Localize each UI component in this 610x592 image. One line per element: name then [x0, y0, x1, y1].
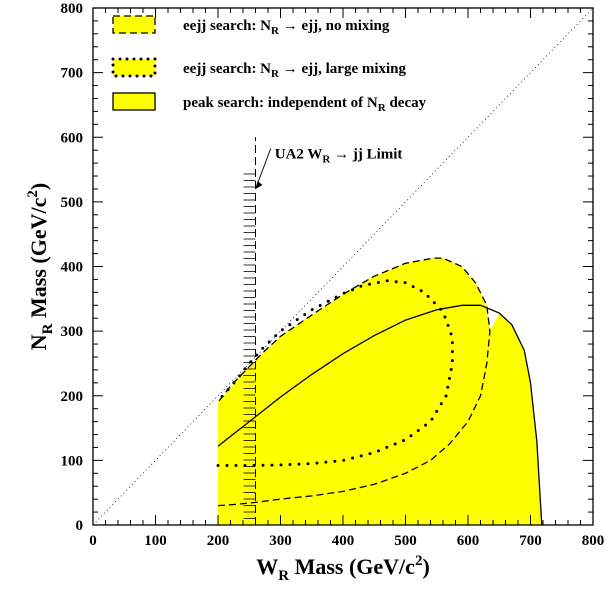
series-line-3 — [217, 304, 543, 526]
x-tick-label: 300 — [269, 533, 292, 549]
x-tick-label: 0 — [89, 533, 97, 549]
y-axis-title: NR Mass (GeV/c2) — [25, 183, 56, 350]
y-tick-label: 100 — [61, 453, 84, 469]
legend-label-1: eejj search: NR → ejj, no mixing — [183, 18, 390, 37]
annotation-arrowhead — [255, 180, 263, 189]
x-tick-label: 700 — [519, 533, 542, 549]
y-tick-label: 800 — [61, 1, 84, 17]
y-tick-label: 300 — [61, 324, 84, 340]
y-tick-label: 200 — [61, 389, 84, 405]
legend-item-3: peak search: independent of NR decay — [112, 92, 427, 114]
axes: 0 100 200 300 400 500 600 700 800 0 100 200 300 400 50… — [25, 1, 604, 584]
y-tick-label: 400 — [61, 260, 84, 276]
y-tick-label: 600 — [61, 130, 84, 146]
annotation: UA2 WR → jj Limit — [255, 146, 403, 190]
legend-swatch-3 — [112, 92, 156, 111]
legend-swatch-1 — [112, 15, 156, 34]
legend-label-3: peak search: independent of NR decay — [183, 95, 427, 114]
legend-item-2: eejj search: NR → ejj, large mixing — [111, 57, 407, 80]
x-axis-title: WR Mass (GeV/c2) — [256, 553, 430, 584]
y-tick-label: 0 — [76, 518, 84, 534]
x-tick-label: 400 — [332, 533, 355, 549]
x-tick-label: 800 — [582, 533, 605, 549]
legend-label-2: eejj search: NR → ejj, large mixing — [183, 61, 407, 80]
x-tick-label: 100 — [144, 533, 167, 549]
excluded-region — [218, 258, 542, 525]
ua2-hatching — [243, 173, 256, 526]
plot-area — [92, 7, 594, 526]
series-line-1 — [217, 257, 491, 507]
annotation-label-1: UA2 WR → jj Limit — [275, 146, 403, 165]
legend-item-1: eejj search: NR → ejj, no mixing — [112, 15, 390, 37]
legend-swatch-2 — [111, 57, 157, 78]
x-tick-label: 200 — [207, 533, 230, 549]
x-tick-label: 600 — [457, 533, 480, 549]
x-tick-label: 500 — [394, 533, 417, 549]
y-tick-label: 500 — [61, 195, 84, 211]
legend: eejj search: NR → ejj, no mixing eejj sea… — [111, 15, 427, 114]
y-tick-label: 700 — [61, 66, 84, 82]
